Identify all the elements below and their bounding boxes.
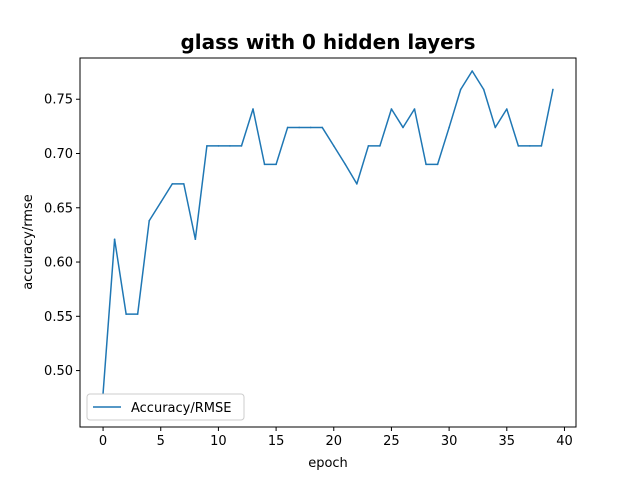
legend-label: Accuracy/RMSE [131,401,231,416]
data-point [159,201,162,204]
x-tick-label: 25 [383,434,400,449]
data-point [459,88,462,91]
x-tick-label: 30 [441,434,458,449]
chart-title: glass with 0 hidden layers [180,30,475,54]
data-point [229,145,231,147]
x-tick-label: 20 [325,434,342,449]
y-tick-label: 0.55 [44,310,73,325]
data-point [275,163,277,166]
y-tick-label: 0.70 [44,147,73,162]
data-point [148,219,151,222]
data-point [252,108,254,110]
y-tick-label: 0.65 [44,201,73,216]
data-point [171,183,174,185]
y-tick-label: 0.75 [44,93,73,108]
data-point [448,126,450,129]
plot-frame [79,57,577,428]
legend: Accuracy/RMSE [86,393,245,421]
y-axis: 0.50 0.55 0.60 0.65 0.70 0.75 [44,93,80,379]
data-point [332,145,335,147]
plot-area [102,70,554,395]
y-axis-label: accuracy/rmse [21,194,36,290]
data-point [379,145,381,147]
data-point [125,313,127,315]
data-point [286,126,289,129]
x-tick-label: 0 [99,434,107,449]
data-point [309,126,312,129]
data-point [217,145,220,147]
data-point [344,163,347,166]
y-tick-label: 0.60 [44,256,73,271]
x-axis-label: epoch [308,456,348,471]
data-point [183,183,185,185]
x-tick-label: 35 [499,434,516,449]
data-point [505,108,508,110]
data-point [194,238,197,241]
legend-box [86,393,245,421]
data-point [206,145,208,147]
data-point [402,126,404,129]
data-point [540,145,543,147]
data-point [263,163,266,166]
x-tick-label: 5 [157,434,165,449]
series-line [102,70,554,394]
data-point [436,163,439,166]
x-tick-label: 15 [268,434,285,449]
x-axis: 0 5 10 15 20 25 30 35 40 [99,427,573,449]
data-point [517,145,520,147]
y-tick-label: 0.50 [44,364,73,379]
data-point [356,183,358,185]
data-point [136,313,139,315]
data-point [529,145,531,147]
data-point [413,108,416,110]
data-point [298,126,300,129]
data-point [552,88,554,91]
data-point [471,70,473,72]
data-point [113,238,116,241]
data-point [390,108,393,110]
x-tick-label: 10 [210,434,227,449]
data-point [367,145,370,147]
data-point [425,163,427,166]
data-point [240,145,243,147]
data-point [321,126,324,129]
x-tick-label: 40 [556,434,573,449]
data-point [494,126,497,129]
data-point [482,88,485,91]
